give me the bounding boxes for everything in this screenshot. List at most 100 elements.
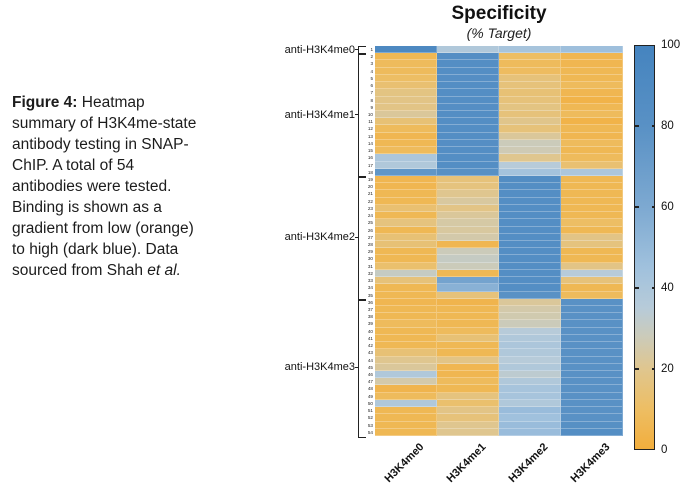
heatmap-cell: [375, 60, 437, 68]
heatmap-cell: [561, 363, 623, 371]
heatmap-cell: [375, 147, 437, 155]
group-bracket: [358, 46, 366, 56]
heatmap-cell: [499, 204, 561, 213]
row-number: 33: [367, 278, 373, 284]
heatmap-cell: [561, 154, 623, 162]
heatmap-cell: [499, 392, 561, 400]
row-number: 8: [370, 97, 373, 103]
row-number: 19: [367, 177, 373, 182]
heatmap-cell: [375, 111, 437, 119]
heatmap-cell: [561, 428, 623, 436]
heatmap-cell: [499, 421, 561, 429]
heatmap-cell: [561, 139, 623, 148]
heatmap-cell: [375, 176, 437, 184]
heatmap-cell: [561, 284, 623, 292]
heatmap-cell: [437, 291, 499, 299]
heatmap-cell: [499, 53, 561, 61]
heatmap-cell: [561, 392, 623, 400]
heatmap-cell: [437, 385, 499, 393]
heatmap-cell: [561, 356, 623, 364]
heatmap-cell: [375, 161, 437, 169]
heatmap-cell: [375, 407, 437, 415]
heatmap-cell: [437, 60, 499, 68]
heatmap-cell: [561, 306, 623, 314]
heatmap-cell: [375, 262, 437, 270]
heatmap-cell: [437, 53, 499, 61]
row-number: 28: [367, 242, 373, 247]
heatmap-cell: [561, 399, 623, 408]
heatmap-cell: [561, 248, 623, 256]
heatmap-cell: [561, 407, 623, 415]
heatmap-cell: [499, 349, 561, 357]
row-number: 20: [367, 184, 373, 190]
heatmap-cell: [437, 248, 499, 256]
heatmap-cell: [375, 342, 437, 350]
heatmap-cell: [499, 176, 561, 184]
heatmap-cell: [375, 226, 437, 234]
heatmap-cell: [437, 349, 499, 357]
colorbar-tick-mark: [635, 287, 639, 289]
row-number: 6: [370, 83, 373, 89]
heatmap-cell: [375, 96, 437, 104]
heatmap-cell: [437, 306, 499, 314]
heatmap-cell: [561, 67, 623, 75]
heatmap-cell: [499, 363, 561, 371]
heatmap-cell: [499, 168, 561, 176]
heatmap-cell: [437, 176, 499, 184]
heatmap-cell: [561, 334, 623, 343]
heatmap-cell: [437, 161, 499, 169]
column-label: H3K4me3: [568, 441, 613, 485]
heatmap-cell: [499, 284, 561, 292]
heatmap-cell: [561, 183, 623, 191]
heatmap-cell: [375, 392, 437, 400]
heatmap-cell: [561, 118, 623, 126]
heatmap-cell: [499, 212, 561, 220]
heatmap-cell: [561, 125, 623, 133]
heatmap-cell: [499, 118, 561, 126]
heatmap-cell: [561, 269, 623, 278]
heatmap-cell: [499, 82, 561, 90]
heatmap-cell: [437, 147, 499, 155]
heatmap-cell: [499, 219, 561, 227]
group-bracket-connector: [355, 366, 359, 368]
caption-figure-label: Figure 4:: [12, 94, 78, 111]
heatmap-cell: [499, 183, 561, 191]
colorbar-tick-label: 80: [661, 120, 674, 132]
heatmap-cell: [437, 284, 499, 292]
heatmap-cell: [561, 147, 623, 155]
heatmap-cell: [437, 262, 499, 270]
heatmap-cell: [437, 392, 499, 400]
heatmap-cell: [561, 241, 623, 249]
heatmap-cell: [375, 248, 437, 256]
heatmap-cell: [375, 371, 437, 379]
heatmap-cell: [561, 262, 623, 270]
heatmap-cell: [499, 414, 561, 422]
heatmap-cell: [499, 241, 561, 249]
heatmap-cell: [499, 60, 561, 68]
heatmap-cell: [561, 414, 623, 422]
heatmap-cell: [499, 46, 561, 54]
heatmap-cell: [499, 291, 561, 299]
heatmap-cell: [437, 277, 499, 285]
heatmap-cell: [375, 74, 437, 83]
heatmap-cell: [561, 349, 623, 357]
heatmap-cell: [375, 132, 437, 140]
heatmap-cell: [561, 255, 623, 263]
heatmap-cell: [375, 378, 437, 386]
heatmap-cell: [561, 190, 623, 198]
heatmap: [375, 46, 623, 436]
group-bracket: [358, 176, 366, 301]
heatmap-cell: [499, 89, 561, 97]
row-number: 32: [367, 270, 373, 276]
heatmap-cell: [561, 176, 623, 184]
heatmap-cell: [437, 154, 499, 162]
heatmap-cell: [437, 363, 499, 371]
heatmap-cell: [499, 428, 561, 436]
heatmap-cell: [561, 378, 623, 386]
heatmap-cell: [375, 89, 437, 97]
heatmap-cell: [375, 168, 437, 176]
column-label: H3K4me2: [506, 441, 551, 485]
heatmap-cell: [375, 103, 437, 111]
heatmap-cell: [499, 154, 561, 162]
heatmap-cell: [499, 197, 561, 205]
